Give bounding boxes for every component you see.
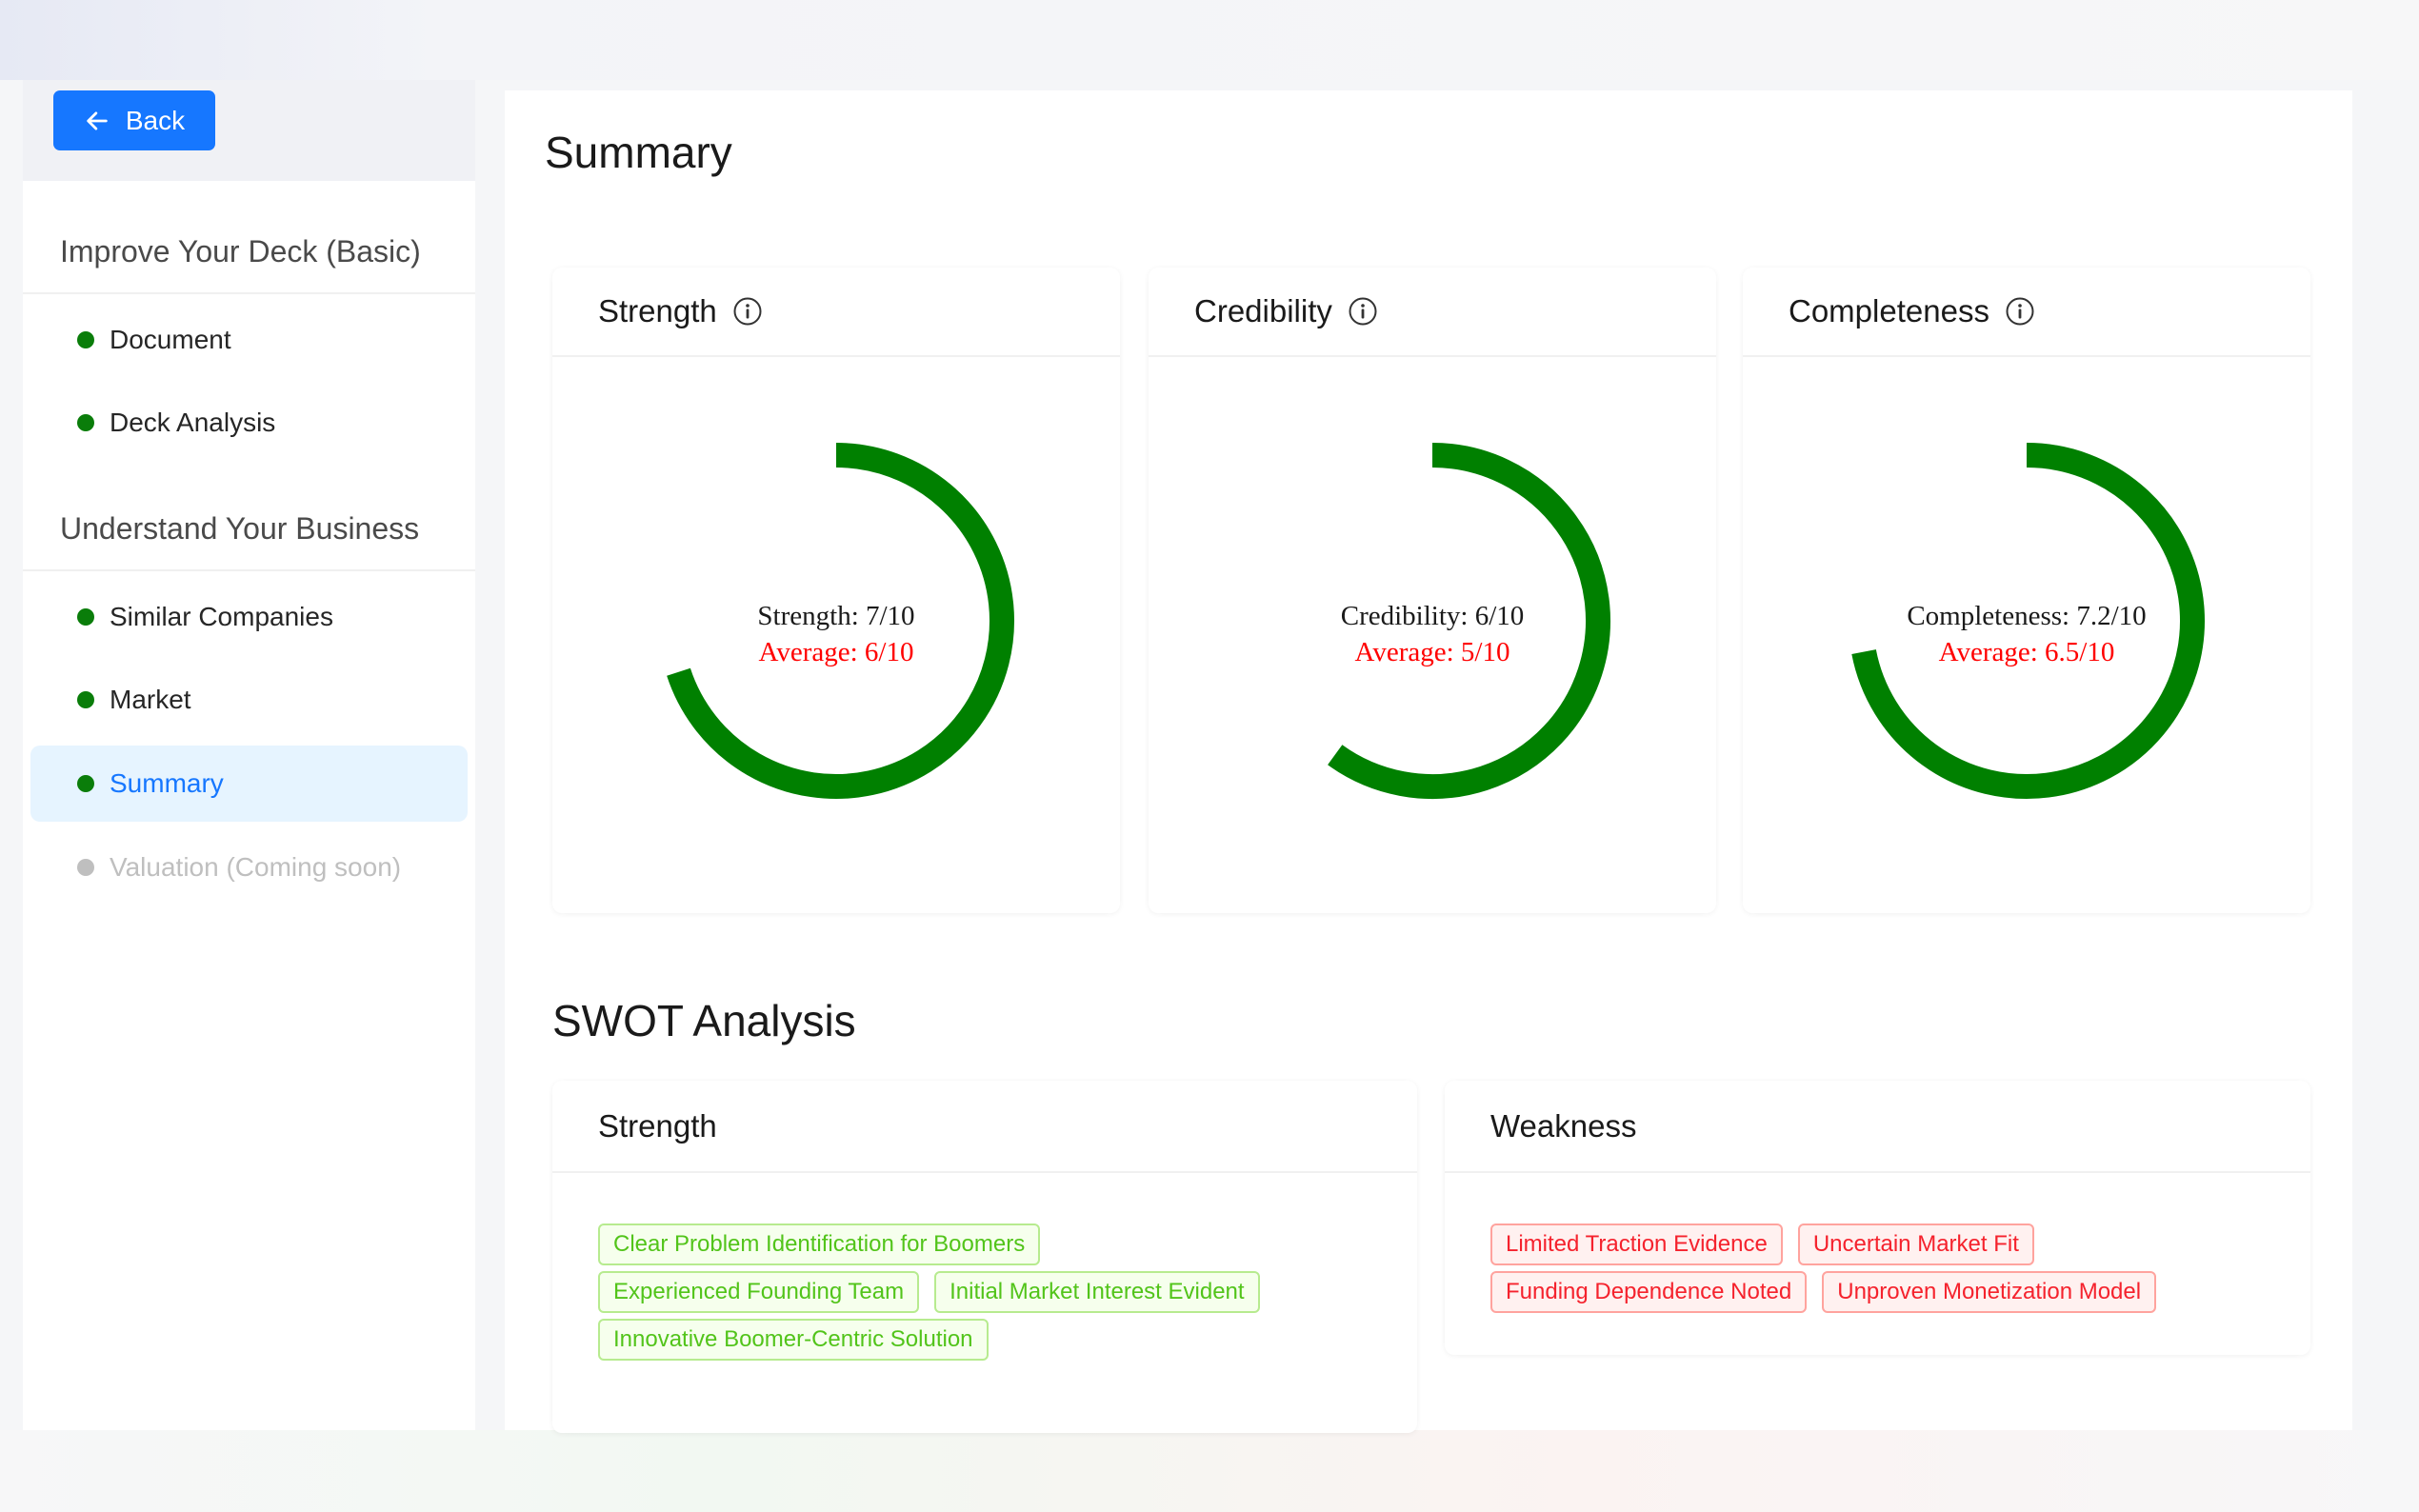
- card-title: Weakness: [1490, 1107, 1637, 1144]
- page-title: Summary: [545, 128, 732, 177]
- sidebar-item-summary[interactable]: Summary: [30, 746, 468, 822]
- sidebar-item-label: Valuation (Coming soon): [110, 852, 402, 882]
- main-panel: Summary Strength Strength: 7/10 Average:…: [505, 90, 2352, 1433]
- sidebar-item-label: Deck Analysis: [110, 408, 276, 437]
- info-icon[interactable]: [2005, 296, 2035, 327]
- strength-gauge: Strength: 7/10 Average: 6/10: [667, 443, 1014, 799]
- sidebar-item-label: Market: [110, 685, 191, 714]
- sidebar-item-document[interactable]: Document: [30, 302, 468, 378]
- card-title: Completeness: [1789, 293, 1989, 328]
- sidebar-item-valuation: Valuation (Coming soon): [30, 829, 468, 905]
- credibility-average-label: Average: 5/10: [1355, 637, 1510, 667]
- info-icon[interactable]: [732, 296, 763, 327]
- sidebar: Back Improve Your Deck (Basic) Document …: [23, 80, 475, 1430]
- card-header: Weakness: [1445, 1081, 2310, 1173]
- completeness-score-card: Completeness Completeness: 7.2/10 Averag…: [1743, 268, 2310, 913]
- sidebar-item-market[interactable]: Market: [30, 662, 468, 738]
- credibility-gauge-arc: [1328, 443, 1610, 799]
- strength-score-card: Strength Strength: 7/10 Average: 6/10: [552, 268, 1120, 913]
- swot-title: SWOT Analysis: [552, 996, 856, 1045]
- card-header: Credibility: [1149, 268, 1716, 357]
- status-dot: [77, 331, 94, 348]
- weakness-tag: Limited Traction Evidence: [1490, 1224, 1783, 1265]
- swot-weakness-card: Weakness Limited Traction Evidence Uncer…: [1445, 1081, 2310, 1355]
- strength-score-label: Strength: 7/10: [757, 601, 914, 631]
- sidebar-item-deck-analysis[interactable]: Deck Analysis: [30, 385, 468, 461]
- sidebar-divider: [23, 292, 475, 294]
- credibility-score-card: Credibility Credibility: 6/10 Average: 5…: [1149, 268, 1716, 913]
- completeness-average-label: Average: 6.5/10: [1939, 637, 2115, 667]
- weakness-tags: Limited Traction Evidence Uncertain Mark…: [1490, 1224, 2214, 1313]
- sidebar-item-label: Similar Companies: [110, 602, 333, 631]
- strength-tags: Clear Problem Identification for Boomers…: [598, 1224, 1341, 1361]
- weakness-tag: Unproven Monetization Model: [1822, 1271, 2157, 1313]
- status-dot: [77, 691, 94, 708]
- arrow-left-icon: [87, 110, 108, 130]
- swot-strength-card: Strength Clear Problem Identification fo…: [552, 1081, 1417, 1433]
- weakness-tag: Funding Dependence Noted: [1490, 1271, 1808, 1313]
- sidebar-item-label: Document: [110, 325, 231, 354]
- card-header: Strength: [552, 1081, 1417, 1173]
- sidebar-divider: [23, 569, 475, 571]
- status-dot: [77, 859, 94, 876]
- completeness-score-label: Completeness: 7.2/10: [1907, 601, 2146, 631]
- status-dot: [77, 608, 94, 626]
- back-button-label: Back: [125, 105, 186, 135]
- card-title: Strength: [598, 293, 717, 328]
- strength-tag: Initial Market Interest Evident: [934, 1271, 1260, 1313]
- info-icon[interactable]: [1348, 296, 1378, 327]
- strength-gauge-arc: [667, 443, 1014, 799]
- card-title: Credibility: [1194, 293, 1332, 328]
- credibility-score-label: Credibility: 6/10: [1341, 601, 1525, 631]
- sidebar-group-title-improve: Improve Your Deck (Basic): [60, 234, 421, 269]
- bottom-gradient-bar: [0, 1430, 2419, 1512]
- status-dot: [77, 775, 94, 792]
- completeness-gauge: Completeness: 7.2/10 Average: 6.5/10: [1851, 443, 2205, 799]
- credibility-gauge: Credibility: 6/10 Average: 5/10: [1328, 443, 1610, 799]
- strength-tag: Innovative Boomer-Centric Solution: [598, 1319, 989, 1361]
- strength-average-label: Average: 6/10: [759, 637, 914, 667]
- card-header: Strength: [552, 268, 1120, 357]
- status-dot: [77, 414, 94, 431]
- strength-tag: Clear Problem Identification for Boomers: [598, 1224, 1041, 1265]
- top-gradient-bar: [0, 0, 2419, 80]
- weakness-tag: Uncertain Market Fit: [1797, 1224, 2034, 1265]
- strength-tag: Experienced Founding Team: [598, 1271, 920, 1313]
- back-button[interactable]: Back: [53, 90, 215, 150]
- sidebar-group-title-business: Understand Your Business: [60, 511, 420, 546]
- sidebar-item-similar-companies[interactable]: Similar Companies: [30, 579, 468, 655]
- card-header: Completeness: [1743, 268, 2310, 357]
- sidebar-header: Back: [23, 80, 475, 181]
- completeness-gauge-arc: [1851, 443, 2205, 799]
- sidebar-item-label: Summary: [110, 768, 224, 798]
- card-title: Strength: [598, 1107, 717, 1144]
